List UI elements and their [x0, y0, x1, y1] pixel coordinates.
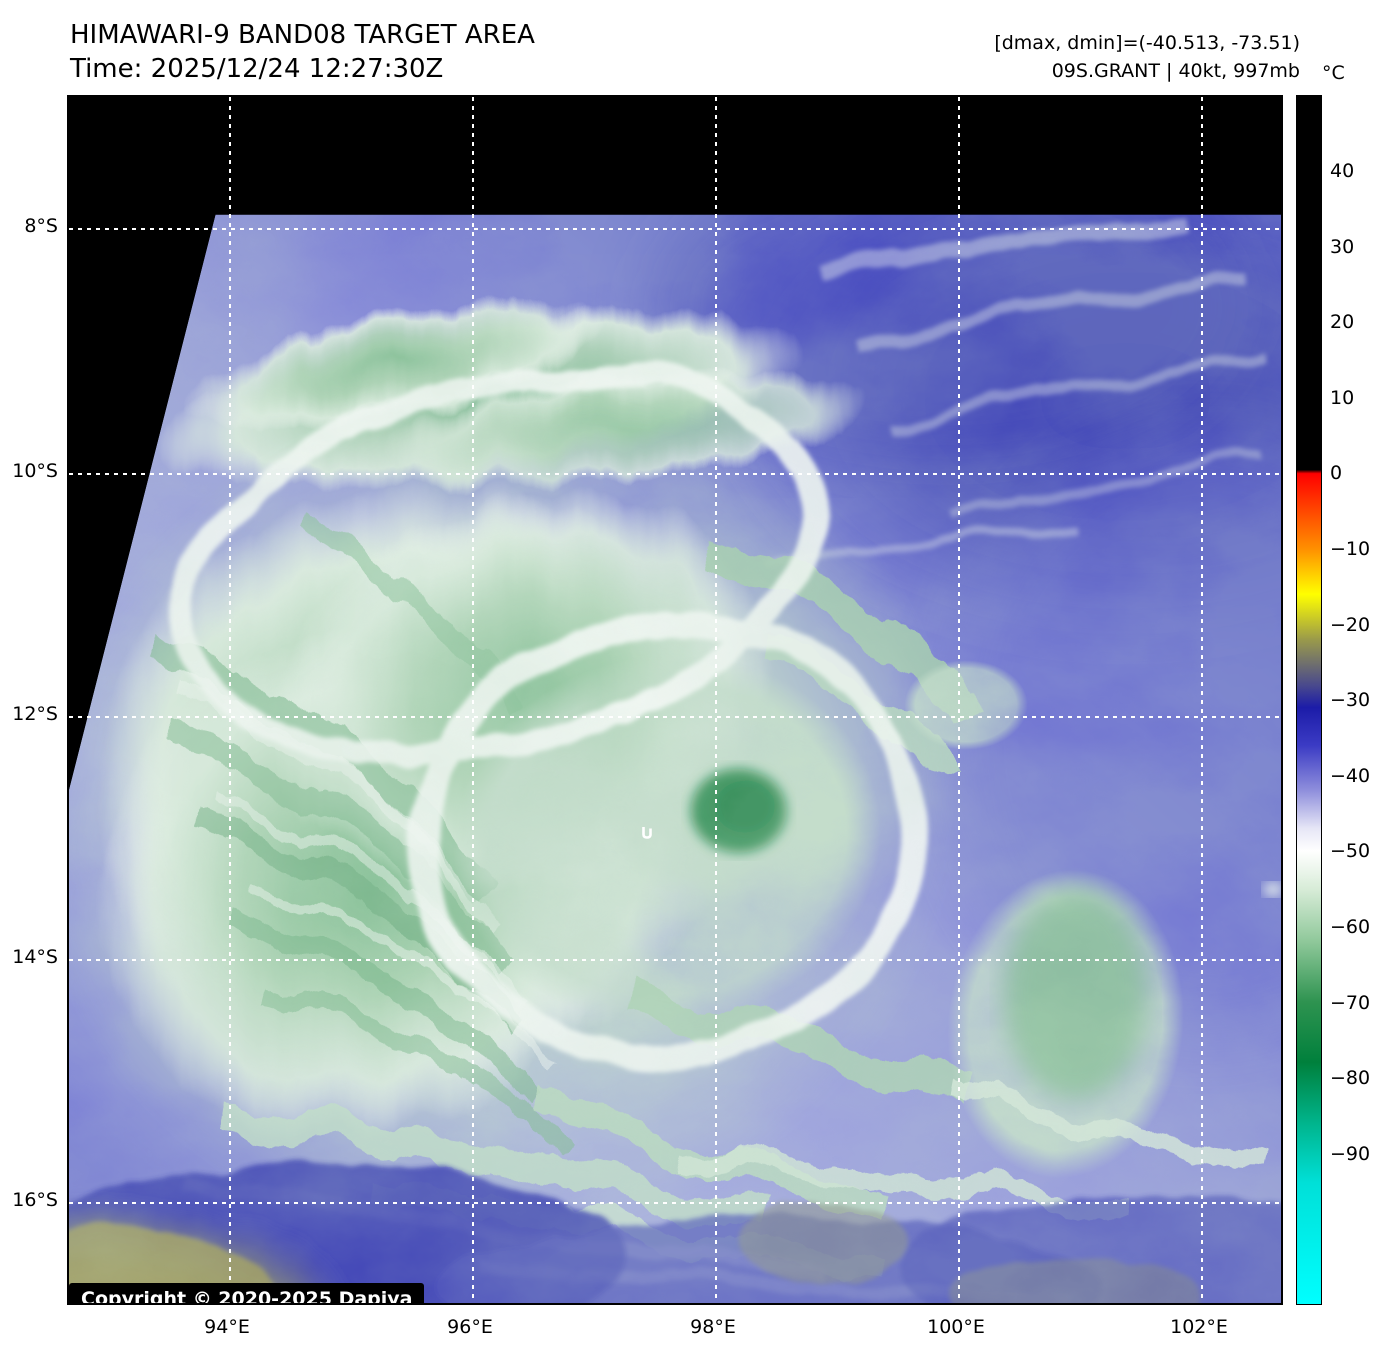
cbar-tick-10: 10 [1330, 387, 1355, 409]
cbar-tick-40: 40 [1330, 160, 1355, 182]
colorbar-gradient [1297, 96, 1321, 1304]
title-line-1: HIMAWARI-9 BAND08 TARGET AREA [70, 20, 535, 50]
ytick-label-14s: 14°S [12, 946, 58, 968]
cbar-tick-m30: −30 [1330, 689, 1371, 711]
storm-center-marker [642, 827, 652, 839]
ytick-label-12s: 12°S [12, 703, 58, 725]
storm-info-label: 09S.GRANT | 40kt, 997mb [1051, 59, 1300, 82]
no-data-region [69, 97, 1281, 790]
ytick-label-16s: 16°S [12, 1189, 58, 1211]
cbar-tick-m40: −40 [1330, 765, 1371, 787]
xtick-label-96e: 96°E [447, 1316, 493, 1338]
header-annotations: [dmax, dmin]=(-40.513, -73.51) 09S.GRANT… [994, 30, 1300, 85]
cbar-tick-20: 20 [1330, 311, 1355, 333]
xtick-label-94e: 94°E [204, 1316, 250, 1338]
satellite-image-plot[interactable]: Copyright © 2020-2025 Dapiya [67, 95, 1283, 1305]
cbar-tick-m80: −80 [1330, 1067, 1371, 1089]
cbar-tick-m20: −20 [1330, 614, 1371, 636]
copyright-watermark: Copyright © 2020-2025 Dapiya [69, 1283, 425, 1303]
ytick-label-8s: 8°S [24, 215, 58, 237]
page-title: HIMAWARI-9 BAND08 TARGET AREA Time: 2025… [70, 18, 535, 87]
satellite-imagery [69, 97, 1281, 1303]
xtick-label-98e: 98°E [690, 1316, 736, 1338]
ytick-label-10s: 10°S [12, 460, 58, 482]
cbar-tick-m50: −50 [1330, 840, 1371, 862]
cbar-tick-0: 0 [1330, 462, 1343, 484]
cbar-tick-30: 30 [1330, 236, 1355, 258]
cbar-tick-m90: −90 [1330, 1143, 1371, 1165]
title-line-2: Time: 2025/12/24 12:27:30Z [70, 54, 444, 85]
xtick-label-100e: 100°E [927, 1316, 985, 1338]
data-minmax-label: [dmax, dmin]=(-40.513, -73.51) [994, 32, 1300, 54]
xtick-label-102e: 102°E [1170, 1316, 1228, 1338]
cbar-tick-m10: −10 [1330, 538, 1371, 560]
cbar-tick-m60: −60 [1330, 916, 1371, 938]
colorbar[interactable] [1296, 95, 1322, 1305]
colorbar-unit-label: °C [1322, 62, 1345, 84]
cbar-tick-m70: −70 [1330, 992, 1371, 1014]
